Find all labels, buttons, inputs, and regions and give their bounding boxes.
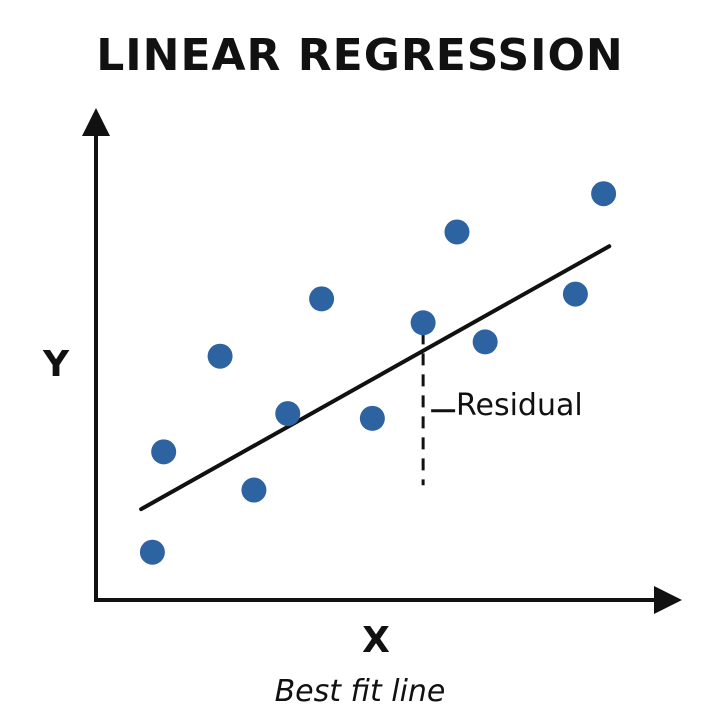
axes bbox=[82, 108, 682, 614]
data-point bbox=[359, 405, 385, 431]
data-point bbox=[241, 477, 267, 503]
data-point bbox=[410, 310, 436, 336]
data-point bbox=[139, 539, 165, 565]
y-axis-label: Y bbox=[42, 344, 70, 385]
caption: Best fit line bbox=[274, 674, 446, 709]
residual-group: Residual bbox=[421, 332, 583, 486]
data-point bbox=[591, 181, 617, 207]
data-point bbox=[309, 286, 335, 312]
data-point bbox=[472, 329, 498, 355]
residual-label: Residual bbox=[456, 388, 583, 423]
data-point bbox=[275, 401, 301, 427]
data-point bbox=[444, 219, 470, 245]
data-point bbox=[207, 343, 233, 369]
data-point bbox=[562, 281, 588, 307]
best-fit-line bbox=[139, 244, 612, 512]
x-axis-label: X bbox=[362, 620, 390, 661]
data-points bbox=[139, 181, 617, 565]
best-fit-line-group bbox=[139, 244, 612, 512]
data-point bbox=[151, 439, 177, 465]
diagram-title: LINEAR REGRESSION bbox=[96, 30, 624, 81]
